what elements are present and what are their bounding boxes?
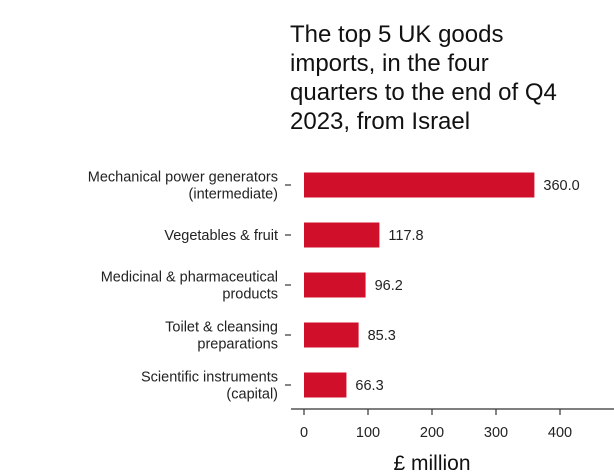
data-label: 96.2 [375,278,403,294]
category-label: Scientific instruments (capital) [141,370,278,403]
category-label-line: preparations [197,337,278,353]
plot-area: 360.0 Mechanical power generators (interme… [88,170,614,441]
bar [304,322,359,348]
x-tick-label: 200 [420,425,444,441]
category-label-line: (intermediate) [189,187,278,203]
x-tick-label: 0 [300,425,308,441]
bar [304,272,366,298]
data-label: 117.8 [388,228,423,244]
data-label: 66.3 [355,378,383,394]
data-label: 360.0 [543,178,579,194]
category-label-line: Toilet & cleansing [165,320,278,336]
category-label-line: (capital) [226,387,278,403]
chart-title-line: imports, in the four [290,50,489,77]
x-tick-label: 100 [356,425,380,441]
bar [304,172,535,198]
category-label-line: Vegetables & fruit [164,228,278,244]
x-tick-label: 300 [484,425,508,441]
category-label-line: Mechanical power generators [88,170,278,186]
data-label: 85.3 [368,328,396,344]
category-label-line: products [222,287,278,303]
x-axis-title: £ million [393,452,470,475]
category-label-line: Medicinal & pharmaceutical [101,270,278,286]
category-label: Medicinal & pharmaceutical products [101,270,278,303]
chart-title: The top 5 UK goods imports, in the four … [290,21,561,135]
chart-title-line: The top 5 UK goods [290,21,503,48]
chart-title-line: 2023, from Israel [290,108,470,135]
category-label: Mechanical power generators (intermediate… [88,170,278,203]
bar [304,222,380,248]
x-tick-label: 400 [548,425,572,441]
category-label-line: Scientific instruments [141,370,278,386]
category-label: Toilet & cleansing preparations [165,320,278,353]
category-label: Vegetables & fruit [164,228,278,244]
bar [304,372,347,398]
chart-title-line: quarters to the end of Q4 [290,79,557,106]
